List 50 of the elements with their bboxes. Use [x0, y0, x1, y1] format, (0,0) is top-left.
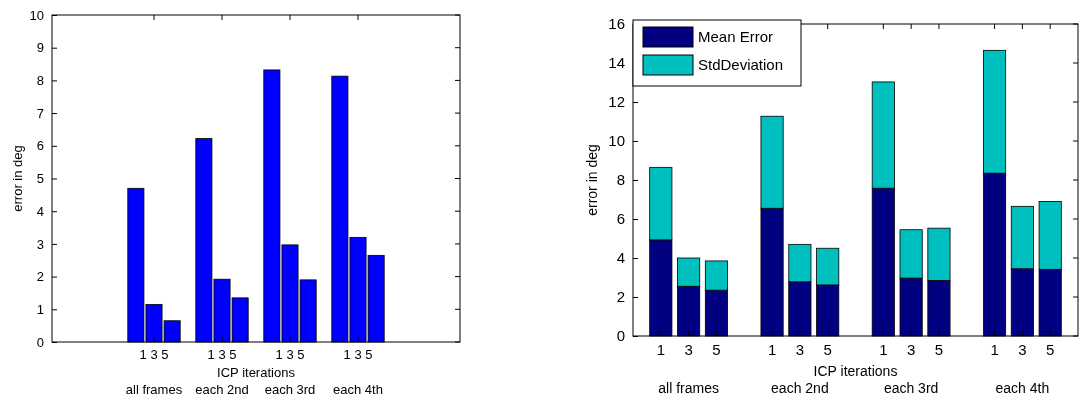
- y-tick-label: 3: [36, 236, 44, 252]
- text: each 3rd: [264, 382, 316, 397]
- y-tick-label: 7: [36, 105, 44, 121]
- x-tick-label: 3: [684, 340, 693, 358]
- y-tick-label: 2: [616, 288, 625, 306]
- y-tick-label: 1: [36, 301, 44, 317]
- x-tick-label: 5: [1046, 340, 1055, 358]
- x-tick-label: 1 3 5: [139, 347, 169, 363]
- x-tick-label: 1: [990, 340, 999, 358]
- y-tick-label: 4: [616, 249, 625, 267]
- x-tick-label: 3: [906, 340, 916, 358]
- x-tick-label: 1 3 5: [343, 347, 373, 363]
- x-tick-label: 3: [1018, 340, 1027, 358]
- text: each 4th: [995, 380, 1050, 396]
- text: all frames: [658, 380, 719, 396]
- y-tick-label: 9: [36, 40, 44, 56]
- text: each 3rd: [883, 380, 939, 396]
- y-axis-title: error in deg: [10, 145, 25, 212]
- x-tick-label: 1: [767, 340, 777, 358]
- y-tick-label: 6: [616, 210, 625, 228]
- y-tick-label: 16: [608, 15, 625, 33]
- y-tick-label: 0: [616, 327, 625, 345]
- y-tick-label: 8: [36, 73, 44, 89]
- x-tick-label: 5: [712, 340, 721, 358]
- y-tick-label: 14: [608, 54, 625, 72]
- x-tick-label: 5: [823, 340, 832, 358]
- legend-label: Mean Error: [698, 28, 774, 45]
- legend-label: StdDeviation: [698, 56, 784, 73]
- x-tick-label: 3: [795, 340, 805, 358]
- x-tick-label: 5: [934, 340, 944, 358]
- y-tick-label: 10: [608, 132, 625, 150]
- x-tick-label: 1 3 5: [275, 347, 305, 363]
- y-tick-label: 6: [36, 138, 44, 154]
- y-tick-label: 12: [608, 93, 625, 111]
- x-tick-label: 1 3 5: [207, 347, 237, 363]
- x-axis-title: ICP iterations: [813, 363, 898, 379]
- x-tick-label: 1: [656, 340, 665, 358]
- text: each 2nd: [771, 380, 829, 396]
- y-tick-label: 5: [36, 171, 44, 187]
- text: each 2nd: [195, 382, 249, 397]
- x-axis-title: ICP iterations: [217, 365, 296, 380]
- text: each 4th: [333, 382, 383, 397]
- y-tick-label: 10: [29, 7, 44, 23]
- y-tick-label: 2: [36, 269, 44, 285]
- text: all frames: [125, 382, 183, 397]
- x-tick-label: 1: [879, 340, 888, 358]
- y-tick-label: 0: [36, 334, 44, 350]
- y-tick-label: 8: [616, 171, 625, 189]
- y-tick-label: 4: [36, 203, 44, 219]
- y-axis-title: error in deg: [584, 144, 600, 216]
